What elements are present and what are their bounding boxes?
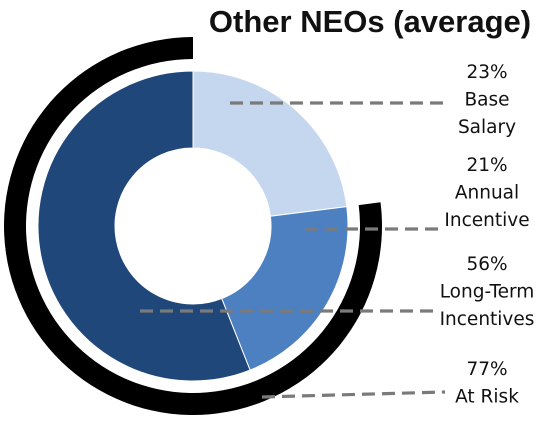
category-label-base-salary: Salary [458,117,516,138]
category-label-annual-incentive: Incentive [444,210,529,231]
data-label-base-salary: 23% [466,62,507,83]
chart-title: Other NEOs (average) [209,4,531,39]
slice-1 [192,70,348,217]
category-label-long-term-incentives: Long-Term [440,282,535,303]
category-label-base-salary: Base [464,90,509,111]
data-label-at-risk: 77% [466,359,507,380]
slice-2 [221,206,349,371]
category-label-annual-incentive: Annual [455,183,519,204]
data-label-annual-incentive: 21% [466,155,507,176]
data-label-long-term-incentives: 56% [466,254,507,275]
category-label-long-term-incentives: Incentives [440,309,535,330]
category-label-at-risk: At Risk [455,387,519,408]
slice-3 [37,70,251,382]
leader-line-at-risk [261,390,446,399]
chart-marks: 23% Base Salary 21% Annual Incentive 56% Long-T… [4,37,535,416]
